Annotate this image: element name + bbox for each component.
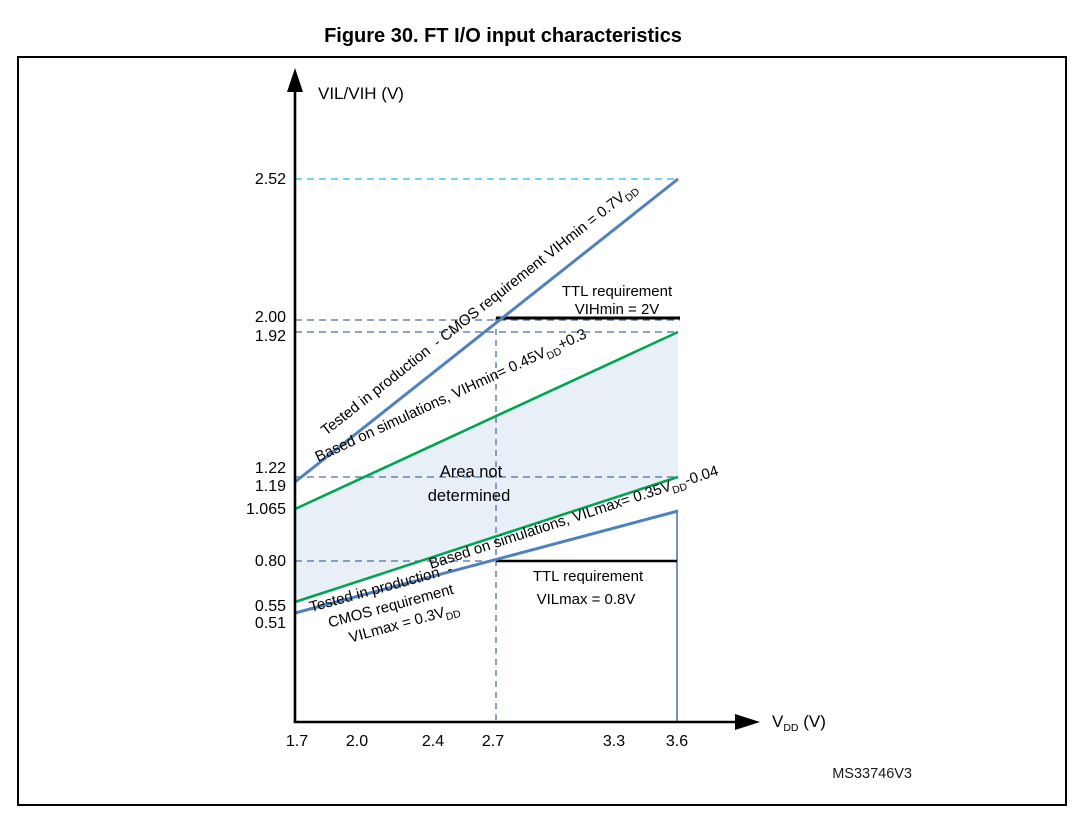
x-axis-title-post: (V) (799, 712, 826, 731)
sim-vihmin-line (294, 330, 679, 511)
ttl-vihmin-label-line1: TTL requirement (562, 283, 673, 300)
area-label-line1: Area not (440, 463, 503, 481)
sim-vihmin-label-post: +0.3 (555, 326, 589, 354)
x-tick-3.6: 3.6 (666, 733, 688, 750)
figure-title: Figure 30. FT I/O input characteristics (324, 25, 682, 47)
x-tick-2.7: 2.7 (482, 733, 504, 750)
ttl-vilmax-label: TTL requirement VILmax = 0.8V (533, 568, 644, 608)
x-tick-1.7: 1.7 (286, 733, 308, 750)
sim-vilmax-label-sub: DD (671, 481, 690, 497)
sim-vihmin-label-sub: DD (545, 345, 564, 362)
ttl-vilmax-label-line2: VILmax = 0.8V (537, 591, 636, 608)
y-tick-2.52: 2.52 (255, 171, 286, 188)
x-tick-2.4: 2.4 (422, 733, 444, 750)
y-tick-1.22: 1.22 (255, 460, 286, 477)
ttl-vihmin-label: TTL requirement VIHmin = 2V (562, 283, 673, 318)
figure-frame (17, 56, 1067, 806)
sim-vilmax-label-post: -0.04 (683, 462, 721, 489)
cmos-vilmax-line (294, 509, 679, 615)
y-tick-0.55: 0.55 (255, 598, 286, 615)
watermark: MS33746V3 (832, 766, 912, 782)
x-tick-3.3: 3.3 (603, 733, 625, 750)
y-tick-0.80: 0.80 (255, 553, 286, 570)
y-axis-title: VIL/VIH (V) (318, 84, 404, 103)
y-tick-0.51: 0.51 (255, 615, 286, 632)
y-tick-1.92: 1.92 (255, 328, 286, 345)
cmos-vilmax-label-line3-sub: DD (444, 608, 462, 624)
x-axis-arrow-icon (735, 714, 760, 730)
y-axis-arrow-icon (287, 68, 303, 92)
ttl-vihmin-label-line2: VIHmin = 2V (575, 301, 660, 318)
y-tick-2.00: 2.00 (255, 309, 286, 326)
x-tick-2.0: 2.0 (346, 733, 368, 750)
x-axis-title-pre: V (772, 712, 784, 731)
cmos-vihmin-line (294, 177, 679, 484)
y-tick-1.19: 1.19 (255, 478, 286, 495)
y-tick-1.065: 1.065 (246, 501, 286, 518)
ttl-vilmax-label-line1: TTL requirement (533, 568, 644, 585)
sim-vilmax-line (294, 475, 679, 604)
area-not-determined-label: Area not determined (428, 463, 511, 505)
x-axis-title: VDD (V) (772, 712, 826, 734)
area-label-line2: determined (428, 487, 511, 505)
x-axis-title-sub: DD (783, 722, 799, 734)
undetermined-area (295, 332, 678, 602)
